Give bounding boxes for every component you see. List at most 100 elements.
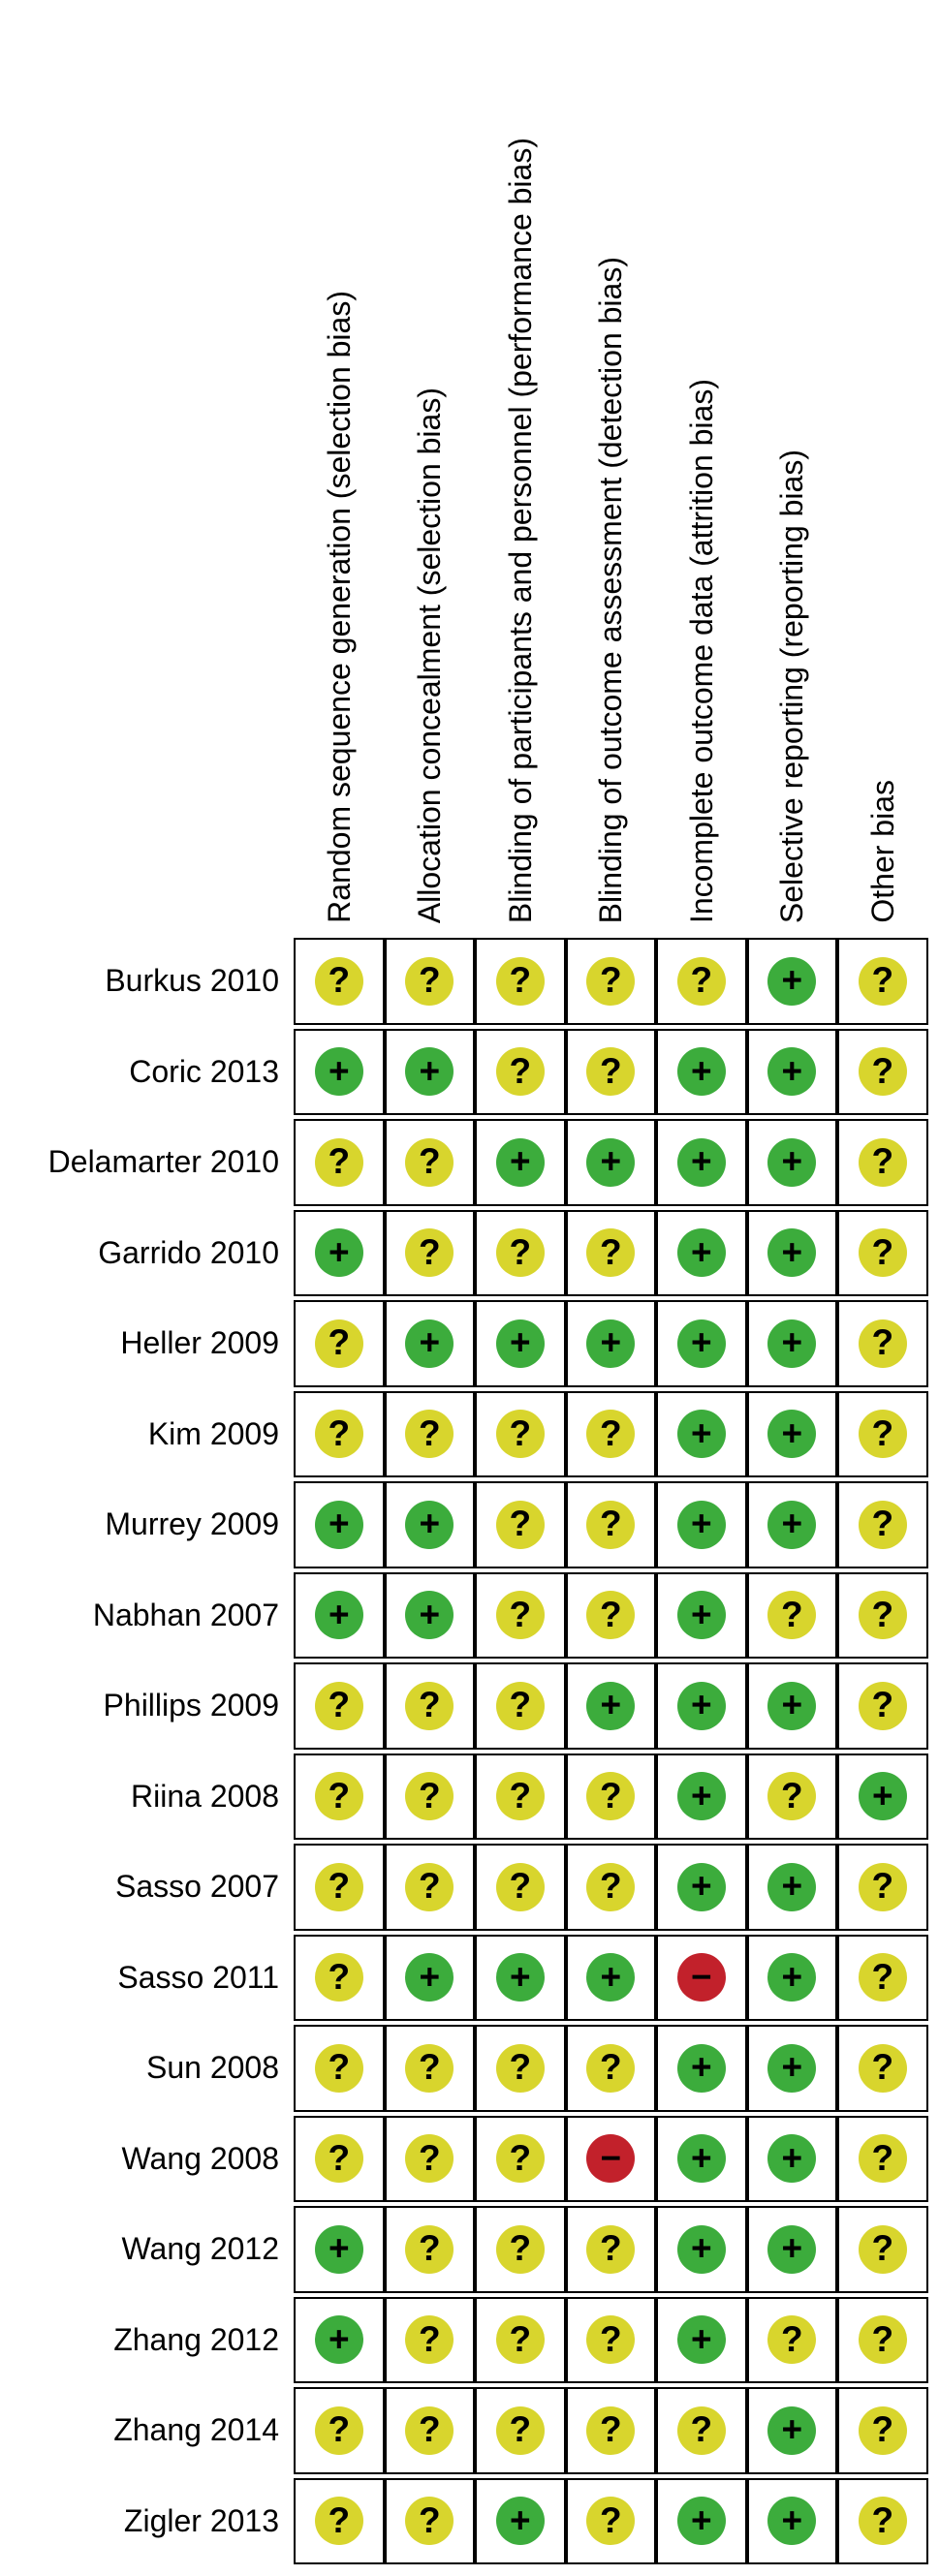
unclear-risk-icon: ? bbox=[495, 1681, 545, 1730]
unclear-risk-icon: ? bbox=[405, 1228, 454, 1278]
low-risk-icon: + bbox=[314, 1047, 363, 1097]
risk-of-bias-table: Burkus 2010????? +? Coric 2013 + +?? + +? Delam… bbox=[0, 938, 928, 2568]
judgement-cell: ? bbox=[565, 2025, 656, 2112]
judgement-cell: ? bbox=[565, 2206, 656, 2293]
judgement-cell: + bbox=[656, 1119, 747, 1206]
judgement-cell: ? bbox=[837, 2477, 928, 2564]
unclear-risk-icon: ? bbox=[586, 2224, 636, 2274]
low-risk-icon: + bbox=[676, 2134, 726, 2184]
unclear-risk-icon: ? bbox=[858, 1410, 907, 1459]
judgement-cell: ? bbox=[294, 1119, 385, 1206]
judgement-cell: + bbox=[656, 1844, 747, 1931]
unclear-risk-icon: ? bbox=[676, 956, 726, 1006]
study-name: Coric 2013 bbox=[129, 1053, 279, 1089]
low-risk-icon: + bbox=[767, 1410, 817, 1459]
study-name: Zhang 2012 bbox=[113, 2321, 279, 2357]
unclear-risk-icon: ? bbox=[495, 2315, 545, 2365]
judgement-cell: ? bbox=[656, 2387, 747, 2474]
unclear-risk-icon: ? bbox=[495, 2043, 545, 2093]
judgement-cell: + bbox=[656, 1753, 747, 1840]
judgement-cell: + bbox=[294, 2206, 385, 2293]
unclear-risk-icon: ? bbox=[495, 2224, 545, 2274]
judgement-cell: + bbox=[746, 1300, 837, 1387]
judgement-cell: ? bbox=[475, 1390, 566, 1477]
judgement-cell: + bbox=[565, 1300, 656, 1387]
table-row: Heller 2009? + + + + +? bbox=[0, 1300, 928, 1387]
low-risk-icon: + bbox=[676, 1047, 726, 1097]
judgement-cell: + bbox=[384, 1571, 475, 1659]
judgement-cell: + bbox=[746, 1119, 837, 1206]
table-row: Zhang 2014????? +? bbox=[0, 2387, 928, 2474]
low-risk-icon: + bbox=[767, 1047, 817, 1097]
unclear-risk-icon: ? bbox=[586, 2315, 636, 2365]
low-risk-icon: + bbox=[676, 2315, 726, 2365]
judgement-cell: ? bbox=[475, 1844, 566, 1931]
judgement-cell: ? bbox=[565, 1209, 656, 1296]
low-risk-icon: + bbox=[676, 1500, 726, 1549]
judgement-cell: + bbox=[746, 2206, 837, 2293]
unclear-risk-icon: ? bbox=[314, 1410, 363, 1459]
judgement-cell: + bbox=[746, 2025, 837, 2112]
unclear-risk-icon: ? bbox=[495, 1410, 545, 1459]
judgement-cell: ? bbox=[475, 1662, 566, 1750]
unclear-risk-icon: ? bbox=[495, 1591, 545, 1640]
judgement-cell: ? bbox=[384, 2206, 475, 2293]
column-header: Selective reporting (reporting bias) bbox=[774, 449, 810, 923]
judgement-cell: ? bbox=[565, 2296, 656, 2383]
study-name: Burkus 2010 bbox=[105, 963, 279, 999]
unclear-risk-icon: ? bbox=[586, 1410, 636, 1459]
low-risk-icon: + bbox=[405, 1500, 454, 1549]
unclear-risk-icon: ? bbox=[586, 2405, 636, 2455]
table-row: Zhang 2012 +??? +?? bbox=[0, 2296, 928, 2383]
judgement-cell: ? bbox=[837, 2025, 928, 2112]
study-name: Riina 2008 bbox=[131, 1778, 279, 1814]
unclear-risk-icon: ? bbox=[405, 2497, 454, 2546]
judgement-cell: + bbox=[565, 1119, 656, 1206]
judgement-cell: ? bbox=[475, 2115, 566, 2202]
unclear-risk-icon: ? bbox=[586, 1591, 636, 1640]
low-risk-icon: + bbox=[676, 1319, 726, 1368]
low-risk-icon: + bbox=[676, 1228, 726, 1278]
unclear-risk-icon: ? bbox=[858, 1319, 907, 1368]
table-row: Phillips 2009??? + + +? bbox=[0, 1662, 928, 1750]
table-row: Zigler 2013?? +? + +? bbox=[0, 2477, 928, 2564]
unclear-risk-icon: ? bbox=[405, 1137, 454, 1187]
judgement-cell: + bbox=[656, 2206, 747, 2293]
table-row: Delamarter 2010?? + + + +? bbox=[0, 1119, 928, 1206]
unclear-risk-icon: ? bbox=[858, 1953, 907, 2002]
judgement-cell: + bbox=[475, 1934, 566, 2021]
judgement-cell: + bbox=[475, 1300, 566, 1387]
unclear-risk-icon: ? bbox=[586, 1228, 636, 1278]
judgement-cell: + bbox=[565, 1934, 656, 2021]
judgement-cell: + bbox=[294, 1209, 385, 1296]
judgement-cell: ? bbox=[837, 2296, 928, 2383]
low-risk-icon: + bbox=[314, 2224, 363, 2274]
judgement-cell: ? bbox=[384, 2477, 475, 2564]
low-risk-icon: + bbox=[767, 2134, 817, 2184]
low-risk-icon: + bbox=[767, 1681, 817, 1730]
judgement-cell: ? bbox=[837, 938, 928, 1025]
low-risk-icon: + bbox=[767, 956, 817, 1006]
low-risk-icon: + bbox=[676, 1681, 726, 1730]
judgement-cell: ? bbox=[837, 1481, 928, 1568]
unclear-risk-icon: ? bbox=[405, 2405, 454, 2455]
judgement-cell: + bbox=[475, 1119, 566, 1206]
unclear-risk-icon: ? bbox=[586, 1772, 636, 1821]
unclear-risk-icon: ? bbox=[586, 2497, 636, 2546]
low-risk-icon: + bbox=[676, 2497, 726, 2546]
unclear-risk-icon: ? bbox=[858, 1500, 907, 1549]
judgement-cell: ? bbox=[294, 1844, 385, 1931]
judgement-cell: ? bbox=[746, 1753, 837, 1840]
study-name: Garrido 2010 bbox=[98, 1234, 279, 1270]
judgement-cell: + bbox=[384, 1934, 475, 2021]
unclear-risk-icon: ? bbox=[314, 1953, 363, 2002]
judgement-cell: + bbox=[656, 1300, 747, 1387]
judgement-cell: ? bbox=[384, 938, 475, 1025]
low-risk-icon: + bbox=[767, 1862, 817, 1911]
judgement-cell: ? bbox=[837, 2387, 928, 2474]
low-risk-icon: + bbox=[405, 1953, 454, 2002]
unclear-risk-icon: ? bbox=[858, 2315, 907, 2365]
table-row: Nabhan 2007 + +?? +?? bbox=[0, 1571, 928, 1659]
unclear-risk-icon: ? bbox=[314, 1319, 363, 1368]
